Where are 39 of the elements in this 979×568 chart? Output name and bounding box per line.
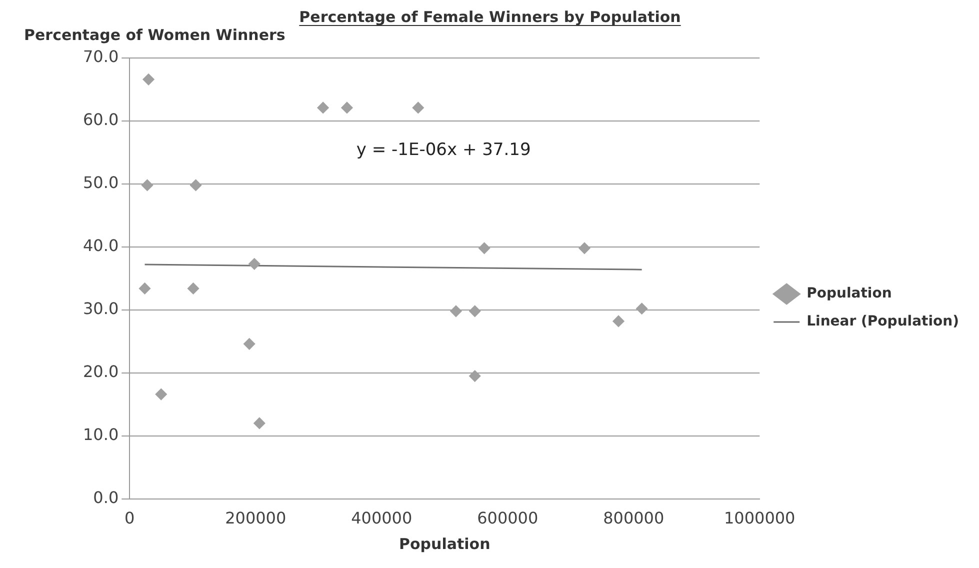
x-tick-label: 200000	[225, 508, 286, 528]
point	[254, 417, 266, 429]
y-tick-label: 20.0	[83, 362, 119, 382]
point	[142, 179, 154, 191]
point	[188, 282, 200, 294]
chart-title: Percentage of Female Winners by Population	[299, 8, 681, 26]
y-tick-label: 40.0	[83, 236, 119, 256]
y-tick-label: 50.0	[83, 173, 119, 192]
point	[248, 258, 260, 270]
y-tick-label: 10.0	[83, 424, 119, 444]
y-tick-label: 0.0	[93, 488, 119, 507]
y-tick-label: 60.0	[83, 110, 119, 130]
y-axis-title: Percentage of Women Winners	[24, 26, 286, 44]
point	[138, 282, 150, 294]
point	[450, 305, 462, 317]
x-axis-title: Population	[398, 534, 490, 553]
y-tick-label: 70.0	[83, 47, 119, 66]
point	[469, 305, 481, 317]
point	[578, 242, 590, 254]
point	[341, 102, 353, 114]
x-tick-label: 600000	[477, 508, 538, 528]
point	[412, 102, 424, 114]
point	[317, 102, 329, 114]
y-tick-label: 30.0	[83, 299, 119, 318]
x-tick-label: 800000	[603, 508, 664, 528]
x-tick-label: 0	[124, 508, 135, 528]
point	[244, 338, 256, 350]
x-tick-label: 400000	[351, 508, 412, 528]
point	[636, 302, 648, 314]
point	[190, 179, 202, 191]
legend-label: Linear (Population)	[806, 314, 960, 330]
point	[478, 242, 490, 254]
annotation: y = -1E-06x + 37.19	[356, 140, 531, 160]
point	[469, 370, 481, 382]
point	[612, 315, 624, 327]
x-tick-label: 1000000	[724, 508, 796, 528]
point	[155, 388, 167, 400]
legend-label: Population	[806, 286, 892, 302]
point	[142, 74, 154, 86]
